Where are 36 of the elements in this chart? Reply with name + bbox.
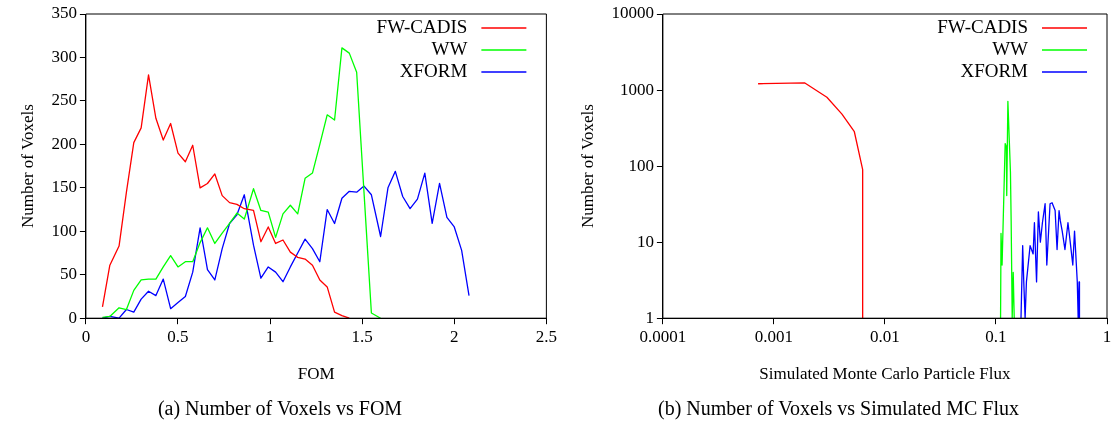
- y-tick-label: 10: [636, 231, 654, 251]
- x-axis-title: FOM: [297, 364, 335, 384]
- legend-label: XFORM: [399, 59, 468, 81]
- legend-label: FW-CADIS: [937, 15, 1028, 37]
- text: (a) Number of Voxels vs FOM: [157, 397, 403, 420]
- x-tick-label: 0.0001: [639, 326, 687, 346]
- legend-label: WW: [431, 37, 468, 59]
- y-tick-label: 0: [68, 307, 77, 327]
- y-tick-label: 50: [59, 264, 77, 284]
- legend-label: WW: [992, 37, 1029, 59]
- x-tick-label: 0.5: [167, 326, 189, 346]
- x-tick-label: 0: [81, 326, 91, 346]
- y-tick-label: 150: [51, 177, 77, 197]
- text: (b) Number of Voxels vs Simulated MC Flux: [658, 397, 1019, 420]
- y-tick-label: 350: [51, 3, 77, 23]
- x-tick-label: 1.5: [351, 326, 373, 346]
- x-tick-label: 1: [1102, 326, 1112, 346]
- y-tick-label: 300: [51, 46, 77, 66]
- y-tick-label: 100: [51, 220, 77, 240]
- x-tick-label: 0.001: [754, 326, 794, 346]
- y-axis-title: Number of Voxels: [17, 104, 37, 229]
- x-tick-label: 0.1: [985, 326, 1007, 346]
- y-tick-label: 200: [51, 133, 77, 153]
- y-tick-label: 100: [628, 155, 654, 175]
- y-tick-label: 1: [645, 307, 654, 327]
- y-tick-label: 250: [51, 90, 77, 110]
- x-tick-label: 0.01: [870, 326, 900, 346]
- legend-label: XFORM: [960, 59, 1029, 81]
- legend-label: FW-CADIS: [376, 15, 468, 37]
- y-axis-title: Number of Voxels: [577, 104, 597, 229]
- x-tick-label: 2.5: [535, 326, 557, 346]
- y-tick-label: 1000: [619, 79, 654, 99]
- x-tick-label: 2: [450, 326, 459, 346]
- x-axis-title: Simulated Monte Carlo Particle Flux: [759, 364, 1012, 384]
- x-tick-label: 1: [265, 326, 275, 346]
- y-tick-label: 10000: [611, 3, 654, 23]
